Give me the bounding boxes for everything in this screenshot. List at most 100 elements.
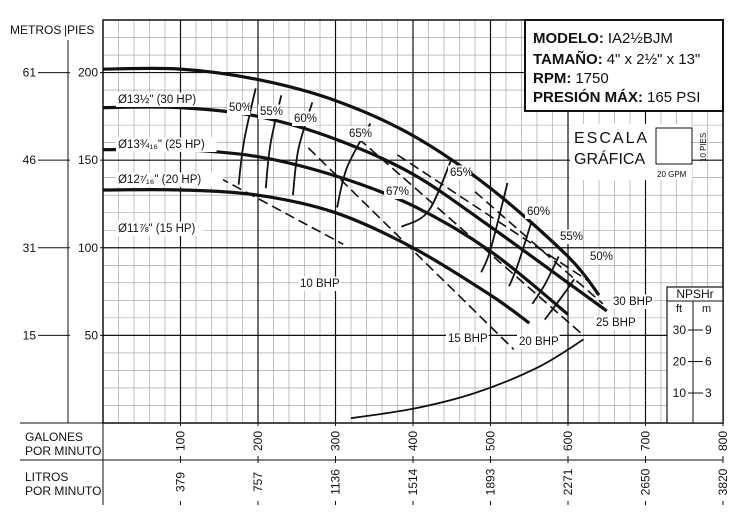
efficiency-label-bg <box>347 126 371 141</box>
efficiency-curve <box>544 278 575 321</box>
x-tick-label-gpm: 200 <box>251 431 265 451</box>
x-tick-bg <box>483 426 498 456</box>
rpm-label: RPM: <box>533 70 571 87</box>
x-tick-label-lpm: 1514 <box>406 468 420 495</box>
bhp-line <box>218 176 344 245</box>
efficiency-label: 55% <box>260 106 283 118</box>
x-axis-label-line1: GALONES <box>25 430 83 444</box>
y-tick-label-m: 61 <box>23 66 37 80</box>
x-tick-label-gpm: 800 <box>716 431 730 451</box>
x-tick-label-gpm: 500 <box>484 431 498 451</box>
bhp-label-bg <box>446 331 489 346</box>
efficiency-label: 65% <box>450 167 473 179</box>
y-tick-label-ft: 100 <box>78 241 98 255</box>
npshr-col-m: m <box>702 303 711 315</box>
axes: 61 200 46 150 31 100 15 50 100 379 200 757 300 1136 40… <box>20 19 730 505</box>
efficiency-curve <box>237 88 257 185</box>
npshr-tick-ft: 30 <box>673 323 687 337</box>
x2-tick-bg <box>638 463 653 501</box>
x2-tick-bg <box>328 463 343 501</box>
y-tick-label-m: 31 <box>23 241 37 255</box>
x-tick-label-lpm: 379 <box>174 472 188 492</box>
modelo-line: MODELO: IA2½BJM <box>533 30 673 47</box>
efficiency-label-bg <box>558 229 582 244</box>
presion-label: PRESIÓN MÁX: <box>533 88 643 106</box>
rpm-value: 1750 <box>575 70 608 87</box>
y-axis-label-left: METROS <box>10 23 61 37</box>
rpm-line: RPM: 1750 <box>533 70 609 87</box>
bhp-label: 15 BHP <box>448 333 488 345</box>
x-tick-bg <box>173 426 188 456</box>
escala-pies: 10 PIES <box>699 133 708 162</box>
x2-tick-bg <box>561 463 575 501</box>
tamano-label: TAMAÑO: <box>533 50 603 68</box>
bhp-line <box>346 128 585 336</box>
x-tick-label-gpm: 300 <box>329 431 343 451</box>
bhp-label: 30 BHP <box>613 296 653 308</box>
head-curve-label-bg <box>116 221 204 236</box>
escala-line1: ESCALA <box>574 130 649 147</box>
y-axis-label-right: PIES <box>67 23 94 37</box>
efficiency-label: 65% <box>349 128 372 140</box>
presion-line: PRESIÓN MÁX: 165 PSI <box>533 88 700 106</box>
y-tick-label-m: 46 <box>23 153 37 167</box>
head-curve-label: Ø11⅞" (15 HP) <box>118 223 196 235</box>
y-tick-label-m: 15 <box>23 328 37 342</box>
x-tick-label-gpm: 700 <box>639 431 653 451</box>
escala-square <box>655 127 693 165</box>
npshr-box: NPSHr ft m 30 9 20 6 10 3 <box>666 286 724 424</box>
bhp-line <box>474 191 604 305</box>
efficiency-label: 50% <box>229 102 252 114</box>
y-tick-bg <box>70 239 100 256</box>
presion-value: 165 PSI <box>647 89 700 106</box>
x-tick-bg <box>328 426 343 456</box>
y-axis-label-separator: | <box>64 23 67 37</box>
x2-axis-label-line1: LITROS <box>25 470 68 484</box>
x2-tick-bg <box>406 463 420 501</box>
head-curve-label: Ø12⁷⁄₁₆" (20 HP) <box>118 174 201 186</box>
npshr-tick-ft: 20 <box>673 355 687 369</box>
x-tick-bg <box>638 426 653 456</box>
efficiency-label-bg <box>448 165 472 180</box>
efficiency-curve <box>508 221 533 287</box>
x-tick-label-lpm: 1136 <box>329 469 343 495</box>
escala-gpm: 20 GPM <box>657 170 687 179</box>
bhp-label-bg <box>611 294 654 309</box>
y-tick-label-ft: 50 <box>85 328 99 342</box>
bhp-label: 25 BHP <box>596 317 636 329</box>
efficiency-label-bg <box>258 104 282 119</box>
x2-axis-label-line2: POR MINUTO <box>25 484 101 498</box>
modelo-label: MODELO: <box>533 30 604 47</box>
x2-tick-bg <box>173 463 188 501</box>
y-tick-bg <box>70 64 100 81</box>
x-tick-label-lpm: 757 <box>251 472 265 492</box>
bhp-label: 20 BHP <box>519 336 559 348</box>
head-curve <box>102 105 608 313</box>
bhp-label-bg <box>298 276 341 291</box>
escala-line2: GRÁFICA <box>574 149 645 168</box>
y-tick-label-ft: 150 <box>78 153 98 167</box>
x-tick-label-lpm: 1893 <box>484 468 498 495</box>
y-tick-bg <box>70 327 100 344</box>
bhp-label-bg <box>517 334 560 349</box>
x2-tick-bg <box>483 463 498 501</box>
x-tick-label-gpm: 600 <box>561 431 575 451</box>
head-curve-label-bg <box>116 137 217 152</box>
efficiency-label-bg <box>525 204 549 219</box>
head-curve <box>102 66 601 297</box>
npshr-tick-m: 6 <box>705 355 712 369</box>
x-tick-bg <box>251 426 265 456</box>
x-tick-label-lpm: 3820 <box>716 468 730 495</box>
efficiency-curve <box>400 158 453 228</box>
head-curve-label-bg <box>116 92 204 107</box>
efficiency-label-bg <box>292 111 316 126</box>
npshr-tick-ft: 10 <box>673 386 687 400</box>
efficiency-label-bg <box>588 249 612 264</box>
efficiency-label-bg <box>227 100 251 115</box>
x-tick-label-lpm: 2650 <box>639 468 653 495</box>
x-tick-label-gpm: 100 <box>174 431 188 451</box>
y-tick-bg <box>70 152 100 169</box>
x-tick-bg <box>406 426 420 456</box>
